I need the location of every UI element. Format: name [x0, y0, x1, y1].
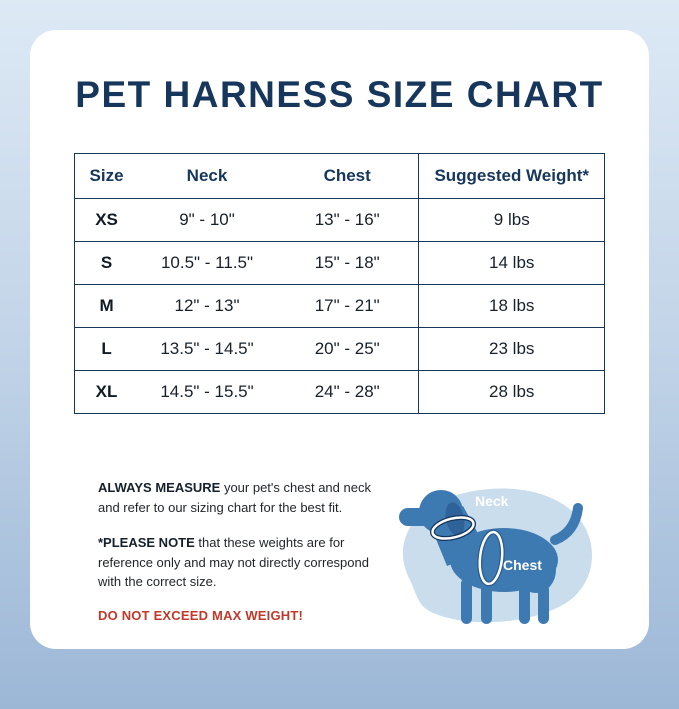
column-header-size: Size: [74, 153, 139, 199]
dog-hind-leg-2: [519, 581, 530, 624]
dog-tail: [550, 502, 583, 545]
header-row: Size Neck Chest Suggested Weight*: [74, 153, 605, 199]
cell-weight: 18 lbs: [418, 284, 605, 328]
size-chart-table: Size Neck Chest Suggested Weight* XS 9" …: [74, 152, 605, 414]
cell-neck: 14.5" - 15.5": [160, 381, 254, 401]
measure-note-lead: ALWAYS MEASURE: [98, 480, 221, 496]
cell-size: M: [74, 284, 139, 328]
table-row-s: S 10.5" - 11.5" 15" - 18" 14 lbs: [74, 241, 605, 285]
cell-weight: 14 lbs: [418, 241, 605, 285]
measure-note-text: your pet's chest and neck and refer to o…: [98, 480, 371, 515]
table-row-xl: XL 14.5" - 15.5" 24" - 28" 28 lbs: [75, 370, 605, 414]
cell-neck: 9" - 10": [138, 198, 276, 242]
cell-weight: 9 lbs: [418, 198, 605, 242]
table-row-xs: XS 9" - 10" 13" - 16" 9 lbs: [74, 198, 605, 242]
table-row-l: L 13.5" - 14.5" 20" - 25" 23 lbs: [74, 327, 605, 371]
cell-chest: 24" - 28": [314, 381, 380, 401]
cell-size: XL: [95, 381, 118, 401]
measurement-notes: ALWAYS MEASURE your pet's chest and neck…: [98, 478, 373, 623]
cell-chest: 15" - 18": [275, 241, 419, 285]
chest-label: Chest: [503, 557, 542, 573]
table-row-m: M 12" - 13" 17" - 21" 18 lbs: [74, 284, 605, 328]
dog-snout: [399, 507, 437, 526]
max-weight-warning: DO NOT EXCEED MAX WEIGHT!: [98, 607, 304, 623]
neck-measure-ring-icon: [429, 514, 477, 541]
footer-section: ALWAYS MEASURE your pet's chest and neck…: [74, 466, 605, 636]
column-header-neck: Neck: [138, 153, 276, 199]
cell-neck: 10.5" - 11.5": [138, 241, 276, 285]
neck-label: Neck: [475, 493, 509, 509]
reference-note: *PLEASE NOTE that these weights are for …: [98, 533, 373, 592]
cell-chest: 17" - 21": [275, 284, 419, 328]
dog-front-leg: [461, 577, 472, 624]
cell-size: XS: [74, 198, 139, 242]
size-chart-card: PET HARNESS SIZE CHART Size Neck Chest S…: [30, 30, 649, 649]
column-header-weight: Suggested Weight*: [418, 153, 605, 199]
measure-note: ALWAYS MEASURE your pet's chest and neck…: [98, 478, 373, 517]
cell-size: L: [74, 327, 139, 371]
cell-weight: 28 lbs: [418, 370, 605, 414]
cell-neck: 13.5" - 14.5": [138, 327, 276, 371]
dog-illustration: Neck Chest: [373, 466, 605, 636]
cell-size: S: [74, 241, 139, 285]
chest-measure-ring-icon: [477, 529, 505, 586]
cell-chest: 13" - 16": [275, 198, 419, 242]
dog-hind-leg: [538, 583, 549, 624]
reference-note-lead: *PLEASE NOTE: [98, 535, 195, 551]
page-title: PET HARNESS SIZE CHART: [75, 74, 604, 115]
dog-size-guide-graphic: Neck Chest: [399, 488, 593, 624]
cell-chest: 20" - 25": [275, 327, 419, 371]
column-header-chest: Chest: [275, 153, 419, 199]
dog-icon: [399, 489, 583, 624]
cell-weight: 23 lbs: [418, 327, 605, 371]
reference-note-text: that these weights are for reference onl…: [98, 535, 369, 590]
dog-front-leg-2: [481, 580, 492, 624]
cell-neck: 12" - 13": [138, 284, 276, 328]
